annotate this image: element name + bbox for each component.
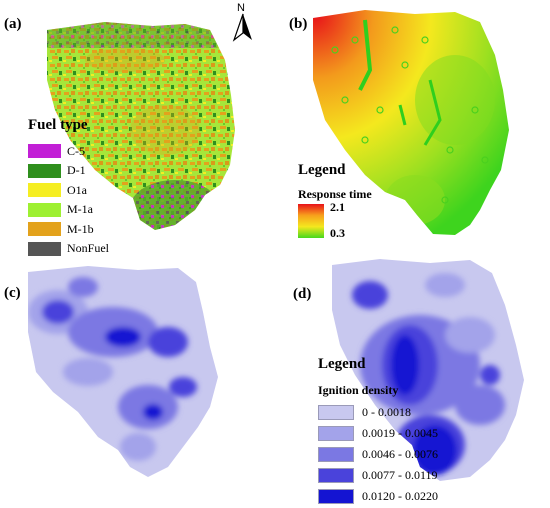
fuel-swatch xyxy=(28,222,61,236)
fuel-type-map xyxy=(47,22,235,230)
fuel-swatch xyxy=(28,144,61,158)
fuel-label: M-1b xyxy=(67,221,94,236)
fuel-swatch xyxy=(28,202,61,217)
density-swatch xyxy=(318,446,354,462)
density-legend-item: 0.0077 - 0.0119 xyxy=(318,466,438,484)
ignition-density-map-d xyxy=(332,259,524,481)
response-max-label: 2.1 xyxy=(330,200,345,214)
north-arrow: N xyxy=(232,2,254,42)
density-swatch xyxy=(318,488,354,504)
response-min-label: 0.3 xyxy=(330,226,345,240)
density-legend-subtitle: Ignition density xyxy=(318,383,399,397)
response-time-map xyxy=(313,10,509,235)
density-label: 0.0019 - 0.0045 xyxy=(362,425,438,440)
density-label: 0.0077 - 0.0119 xyxy=(362,467,438,482)
north-arrow-label: N xyxy=(237,2,245,14)
response-legend-title: Legend xyxy=(298,162,346,178)
fuel-swatch xyxy=(28,241,61,256)
density-legend-item: 0.0120 - 0.0220 xyxy=(318,487,438,505)
fuel-legend-item: O1a xyxy=(28,182,87,198)
density-swatch xyxy=(318,467,354,483)
fuel-label: D-1 xyxy=(67,163,86,177)
fuel-label: NonFuel xyxy=(67,241,109,255)
fuel-legend-title: Fuel type xyxy=(28,117,88,133)
fuel-legend-item: NonFuel xyxy=(28,241,109,257)
panel-label-d: (d) xyxy=(293,286,312,302)
fuel-legend-item: C-5 xyxy=(28,143,85,159)
panel-label-b: (b) xyxy=(289,16,308,32)
density-label: 0 - 0.0018 xyxy=(362,404,411,419)
density-legend-item: 0 - 0.0018 xyxy=(318,403,411,421)
fuel-legend-item: M-1b xyxy=(28,221,94,237)
fuel-label: C-5 xyxy=(67,143,85,158)
density-legend-item: 0.0046 - 0.0076 xyxy=(318,445,438,463)
ignition-density-map-c xyxy=(28,266,218,477)
density-legend-title: Legend xyxy=(318,356,366,372)
density-legend-item: 0.0019 - 0.0045 xyxy=(318,424,438,442)
panel-label-a: (a) xyxy=(4,16,22,32)
north-arrow-icon xyxy=(232,13,252,42)
fuel-label: O1a xyxy=(67,182,87,197)
fuel-label: M-1a xyxy=(67,202,93,216)
fuel-swatch xyxy=(28,183,61,197)
density-swatch xyxy=(318,404,354,420)
panel-label-c: (c) xyxy=(4,285,21,301)
density-label: 0.0120 - 0.0220 xyxy=(362,488,438,503)
fuel-legend-item: D-1 xyxy=(28,163,86,179)
response-legend-subtitle: Response time xyxy=(298,187,372,201)
fuel-swatch xyxy=(28,163,61,178)
density-label: 0.0046 - 0.0076 xyxy=(362,446,438,461)
density-swatch xyxy=(318,425,354,441)
fuel-legend-item: M-1a xyxy=(28,202,93,218)
response-ramp xyxy=(298,204,324,238)
